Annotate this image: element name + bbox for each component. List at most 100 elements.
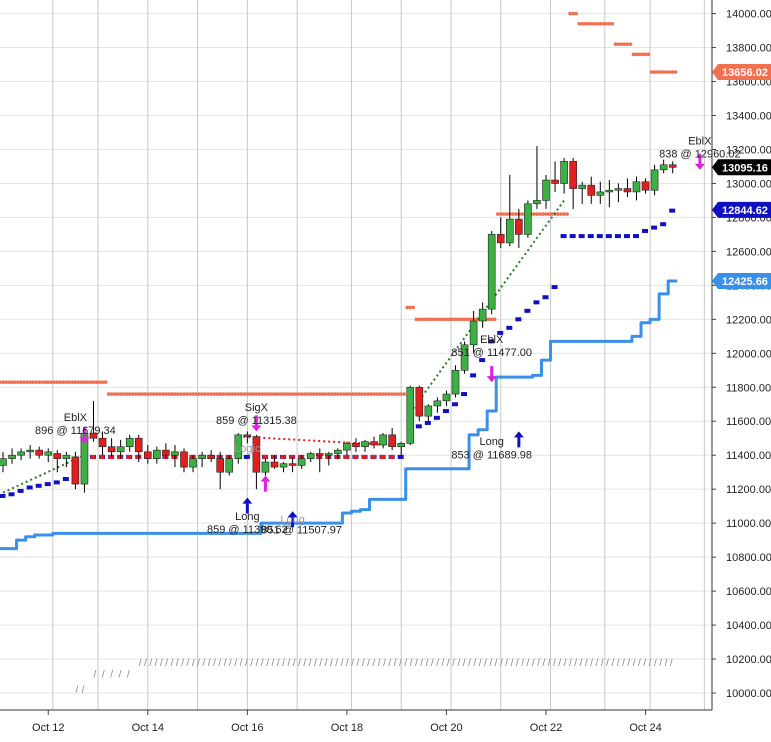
annotation-text: EblX [480,334,504,346]
upper-dot [396,392,400,396]
candle-up [153,449,161,459]
candle-up [361,441,369,448]
upper-dot [607,21,612,26]
up-arrow-marker [242,497,253,514]
candle-up [533,200,541,205]
upper-dot [16,380,20,384]
support-dash [569,234,576,239]
upper-dot [70,380,75,384]
upper-dot [212,392,216,396]
upper-dot [640,52,645,57]
candle-up [297,458,306,466]
upper-dot [64,380,69,384]
candle-up [116,446,125,453]
upper-dot [302,392,307,396]
support-dash [587,234,594,239]
support-dash [524,308,531,313]
upper-dot [643,52,648,57]
upper-dot [661,70,666,74]
candle-up [26,449,34,453]
support-dash [452,402,458,407]
candle-up [8,454,16,459]
upper-dot [550,212,554,216]
upper-dot [251,392,256,396]
trend-line [409,199,565,414]
upper-dot [492,317,497,322]
upper-dot [94,380,99,384]
upper-dot [565,212,569,216]
annotation-text: 896 @ 11679.34 [35,425,116,437]
price-tag-bg [712,201,771,218]
upper-dot [121,392,126,396]
upper-dot [85,380,90,384]
upper-dot [91,380,96,384]
upper-dot [40,380,44,384]
upper-dot [290,392,295,396]
upper-dot [79,380,84,384]
upper-dot [227,392,232,396]
support-dash [424,420,431,425]
y-tick-label: 12600.00 [726,246,771,258]
upper-dot [49,380,54,384]
candle-up [614,188,623,191]
upper-dot [197,392,201,396]
upper-dot [203,392,207,396]
upper-dot [19,380,23,384]
candle-up [324,453,333,456]
upper-dot [423,317,428,322]
price-tag-label: 13095.16 [722,162,768,174]
upper-dot [13,380,17,384]
upper-dot [429,317,434,322]
up-arrow-marker [513,431,524,448]
upper-dot [248,392,253,396]
upper-dot [634,52,639,57]
candle-down [641,181,650,191]
candle-down [71,456,80,485]
annotation-text: 859 @ 11390.62 [207,524,288,536]
upper-dot [468,317,473,322]
upper-dot [308,392,313,396]
x-tick-label: Oct 22 [530,722,562,734]
upper-dot [444,317,449,322]
support-dash [642,229,649,234]
candle-up [279,463,288,468]
candle-down [89,432,98,439]
candle-up [605,189,614,193]
upper-dot [67,380,72,384]
candle-down [551,179,559,184]
upper-dot [46,380,51,384]
upper-dot [453,317,458,322]
upper-dot [514,212,518,216]
support-dash [470,373,477,378]
upper-dot [43,380,48,384]
upper-dot [118,392,123,396]
candle-down [107,446,116,453]
candle-up [524,203,532,235]
trend-lines-layer [2,199,565,494]
price-tag: 13656.02 [712,64,771,81]
upper-dot [0,380,2,384]
support-dash [479,358,486,363]
support-dash [515,317,522,322]
annotation-text: Long [280,514,304,526]
upper-dot [586,21,591,26]
upper-dot [230,392,235,396]
candle-up [596,191,605,196]
markers-layer [79,153,705,528]
upper-dot [164,392,168,396]
upper-dot [375,392,379,396]
red-dash [280,454,286,459]
upper-dot [592,21,597,26]
upper-dot [658,70,663,74]
candle-down [270,461,279,468]
hatch-mark: / / / / / / / / / / / / / / / / / / / / … [139,658,673,669]
candle-down [587,184,596,196]
support-dash [542,295,549,300]
hatch-mark: / / / / / [94,670,130,681]
upper-dot [236,392,241,396]
annotation-text: 859 @ 11315.38 [216,415,297,427]
upper-dot [329,392,334,396]
upper-dot [179,392,183,396]
upper-dot [333,392,337,396]
upper-dot [167,392,171,396]
